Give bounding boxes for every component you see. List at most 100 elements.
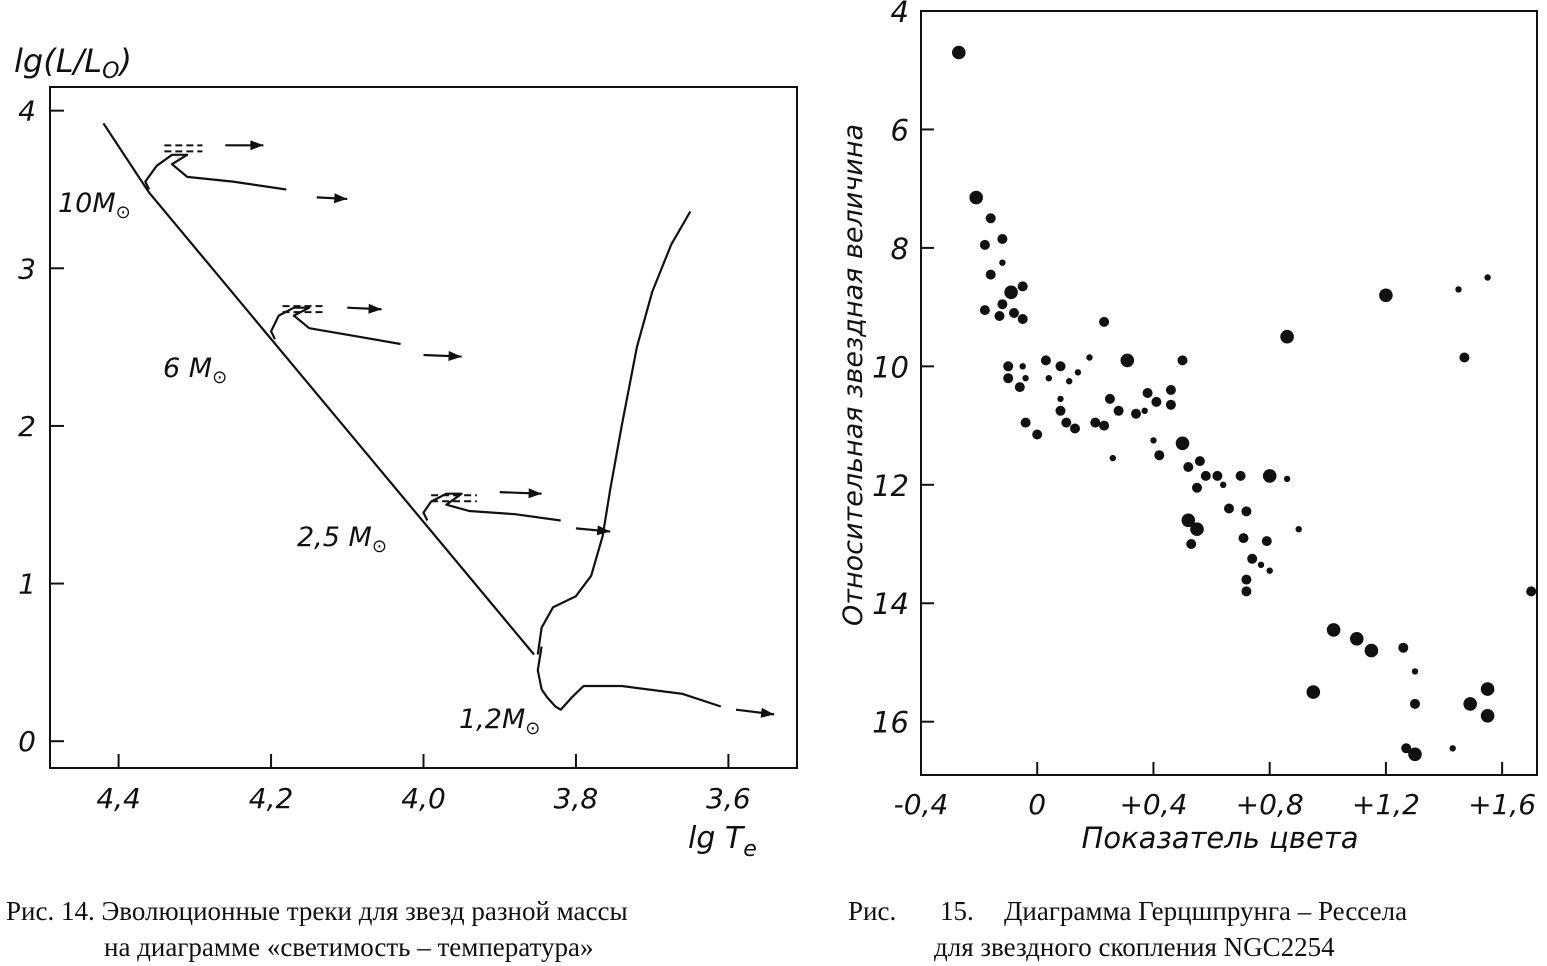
star-point (1150, 437, 1157, 444)
star-point (1266, 567, 1273, 574)
track-4-lower-path (536, 646, 722, 711)
track-1-arrow-top-head (250, 140, 264, 151)
star-point (1235, 470, 1246, 481)
mass-label-10: 10M⊙ (58, 188, 131, 223)
track-2-path (270, 306, 401, 346)
fig14-y-axis-title-sub: O (102, 59, 119, 84)
star-point (1009, 308, 1019, 318)
fig15-x-ticks: -0,4 0 +0,4 +0,8 +1,2 +1,6 (894, 762, 1536, 821)
star-point (1020, 417, 1031, 428)
star-point (1241, 586, 1252, 597)
star-point (1350, 632, 1364, 646)
fig14-x-axis-title-main: lg T (688, 821, 746, 856)
fig14-x-axis-title-sub: e (743, 837, 757, 862)
star-point (1017, 281, 1028, 292)
fig15-x-tick-label: +0,8 (1236, 788, 1304, 821)
track-4-arrow-bottom-head (760, 707, 775, 718)
mass-label-6: 6 M⊙ (163, 353, 227, 388)
fig15-y-tick-label: 16 (872, 706, 909, 740)
fig15-x-tick-label: +0,4 (1119, 788, 1187, 821)
fig15-y-tick-label: 4 (891, 0, 909, 29)
star-point (1379, 288, 1393, 303)
star-point (1241, 506, 1252, 517)
star-point (997, 299, 1008, 310)
star-point (1070, 423, 1080, 434)
fig14-plot-frame (49, 86, 798, 769)
fig14-x-tick-label: 4,2 (249, 782, 294, 815)
star-point (1411, 668, 1419, 675)
star-point (997, 234, 1008, 244)
star-point (1261, 536, 1272, 547)
star-point (994, 311, 1005, 321)
fig14-x-tick-label: 3,8 (554, 782, 599, 815)
track-4-path (536, 210, 692, 655)
fig15-x-tick-label: -0,4 (894, 788, 949, 821)
star-point (1241, 574, 1252, 585)
star-point (1045, 375, 1053, 382)
star-point (1480, 709, 1495, 723)
star-point (1120, 353, 1135, 368)
star-point (1032, 429, 1043, 440)
star-point (1200, 470, 1211, 481)
track-1-path (144, 153, 287, 191)
star-point (1238, 533, 1249, 544)
star-point (1257, 561, 1265, 568)
mass-label-10-sun: ⊙ (116, 202, 131, 223)
figure-15: 4 6 8 10 12 14 16 -0,4 0 +0,4 +0,8 +1,2 +1,6 Относи… (838, 0, 1538, 962)
star-point (1280, 329, 1294, 344)
star-point (1142, 388, 1153, 398)
star-point (1099, 316, 1110, 327)
star-point (1410, 698, 1420, 709)
star-point (985, 213, 996, 224)
fig14-y-tick-label: 1 (18, 568, 36, 601)
star-point (1074, 369, 1082, 376)
mass-label-1-2: 1,2M⊙ (459, 704, 540, 739)
star-point (1220, 481, 1227, 488)
star-point (1401, 743, 1412, 754)
star-point (1057, 395, 1064, 403)
star-point (1306, 685, 1321, 699)
star-point (1484, 274, 1491, 281)
star-point (1086, 354, 1093, 361)
fig15-y-tick-label: 14 (872, 587, 909, 621)
star-point (1480, 682, 1495, 696)
star-point (985, 269, 996, 280)
star-point (1040, 355, 1051, 366)
fig15-x-tick-label: +1,6 (1468, 788, 1536, 821)
fig14-y-tick-label: 3 (18, 252, 36, 285)
fig14-curves (102, 122, 775, 718)
fig14-x-axis-title: lg Te (688, 821, 757, 862)
star-point (1181, 513, 1196, 528)
star-point (1003, 361, 1014, 372)
star-point (979, 305, 990, 316)
star-point (1151, 396, 1162, 407)
star-point (1398, 642, 1409, 653)
fig15-caption-line2: для звездного скопления NGC2254 (934, 932, 1335, 962)
fig14-y-axis-title: lg(L/LO) (14, 42, 132, 84)
track-3-path (422, 492, 561, 522)
track-1-arrow-bottom-head (334, 193, 348, 204)
track-2-arrow-top-head (368, 303, 382, 314)
star-point (1190, 522, 1204, 536)
fig14-y-tick-label: 2 (18, 410, 36, 443)
star-point (1019, 363, 1026, 370)
main-sequence-line (102, 122, 535, 656)
figure-14: 0 1 2 3 4 4,4 4,2 4,0 3,8 3,6 lg(L/LO) lg Te 10M… (6, 42, 798, 962)
star-point (1326, 623, 1341, 637)
star-point (1165, 385, 1176, 395)
star-point (1262, 469, 1277, 483)
fig14-x-tick-label: 4,4 (96, 782, 141, 815)
star-point (1066, 378, 1073, 385)
star-point (979, 239, 990, 250)
star-point (1283, 475, 1291, 483)
track-2-arrow-bottom-head (448, 351, 462, 361)
fig15-y-tick-label: 10 (872, 350, 909, 384)
mass-label-2-5-sun: ⊙ (372, 536, 387, 557)
fig15-y-tick-label: 12 (872, 469, 909, 503)
fig15-x-tick-label: 0 (1028, 788, 1046, 821)
fig14-x-tick-label: 3,6 (706, 782, 751, 815)
mass-label-6-num: 6 M (163, 353, 212, 384)
fig14-caption-line2: на диаграмме «светимость – температура» (104, 932, 594, 962)
fig14-x-ticks: 4,4 4,2 4,0 3,8 3,6 (96, 754, 751, 815)
